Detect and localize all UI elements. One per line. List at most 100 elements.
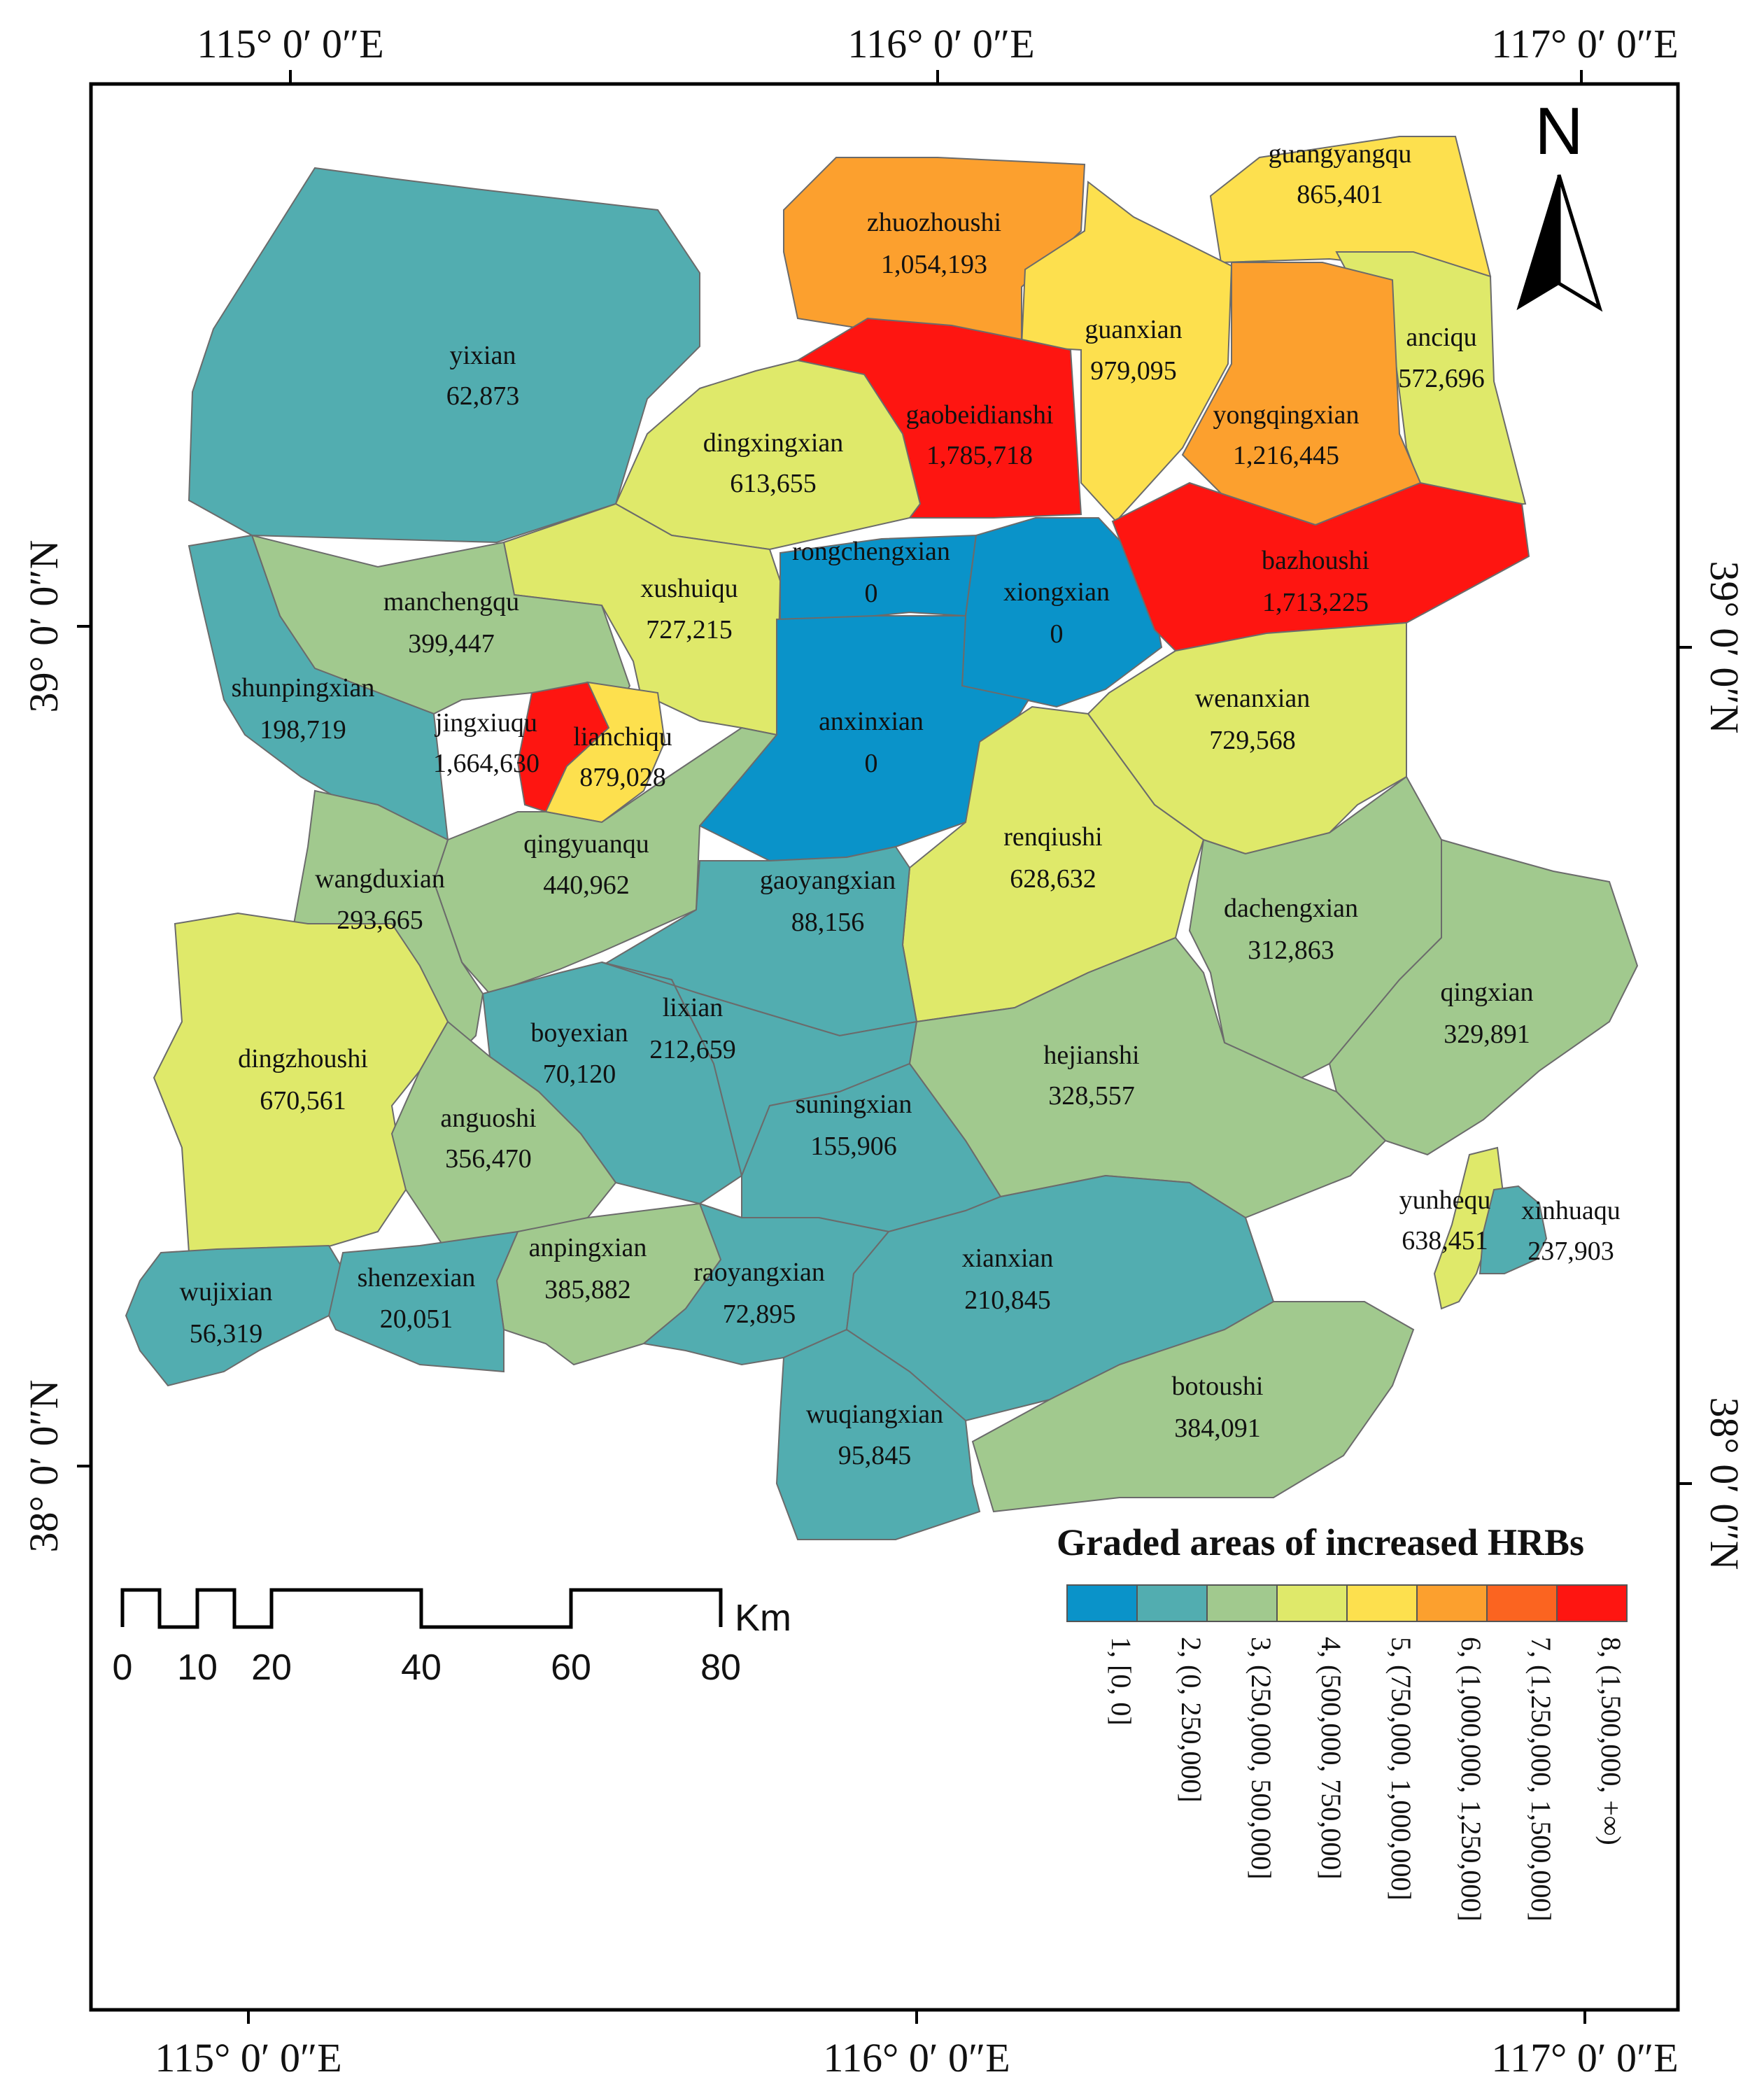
label-value-yixian: 62,873 — [446, 381, 520, 411]
legend-swatch-6 — [1416, 1584, 1488, 1622]
scale-tick-40: 40 — [401, 1647, 442, 1688]
label-name-manchengqu: manchengqu — [383, 587, 519, 617]
legend-label-6: 6, (1,000,000, 1,250,000] — [1455, 1637, 1487, 1922]
label-value-rongchengxian: 0 — [865, 579, 878, 608]
label-name-zhuozhoushi: zhuozhoushi — [867, 208, 1001, 237]
label-value-qingxian: 329,891 — [1444, 1020, 1530, 1049]
county-polygons — [125, 136, 1639, 1540]
label-name-yongqingxian: yongqingxian — [1213, 400, 1360, 430]
region-dingxingxian[interactable] — [614, 359, 922, 551]
coord-left-1: 39° 0′ 0″N — [21, 540, 66, 713]
label-value-botoushi: 384,091 — [1174, 1414, 1261, 1443]
label-value-yunhequ: 638,451 — [1402, 1226, 1488, 1255]
scale-tick-10: 10 — [177, 1647, 218, 1688]
label-value-gaobeidianshi: 1,785,718 — [926, 441, 1033, 470]
label-value-anpingxian: 385,882 — [544, 1275, 631, 1304]
legend-swatch-3 — [1206, 1584, 1278, 1622]
label-value-zhuozhoushi: 1,054,193 — [881, 250, 987, 279]
label-value-lixian: 212,659 — [649, 1035, 736, 1064]
region-guanxian[interactable] — [1020, 181, 1233, 523]
coord-top-2: 116° 0′ 0″E — [847, 21, 1034, 66]
legend-swatch-1 — [1066, 1584, 1138, 1622]
legend-labels: 1, [0, 0] 2, (0, 250,000] 3, (250,000, 500… — [1106, 1637, 1627, 1922]
label-value-guangyangqu: 865,401 — [1297, 180, 1383, 209]
county-labels: yixian 62,873 zhuozhoushi 1,054,193 guan… — [180, 139, 1621, 1470]
label-name-dachengxian: dachengxian — [1224, 894, 1358, 923]
region-qingyuanqu[interactable] — [432, 726, 778, 995]
legend-label-1: 1, [0, 0] — [1106, 1637, 1137, 1726]
region-qingxian[interactable] — [1328, 838, 1639, 1156]
coord-bottom-3: 117° 0′ 0″E — [1491, 2035, 1678, 2081]
label-name-xianxian: xianxian — [962, 1244, 1054, 1273]
legend-swatch-7 — [1486, 1584, 1558, 1622]
coord-right-2: 38° 0′ 0″N — [1702, 1397, 1747, 1570]
label-name-renqiushi: renqiushi — [1003, 822, 1102, 852]
label-value-dachengxian: 312,863 — [1248, 936, 1334, 965]
region-wuqiangxian[interactable] — [775, 1328, 981, 1540]
legend-label-4: 4, (500,000, 750,000] — [1315, 1637, 1347, 1880]
legend-label-5: 5, (750,000, 1,000,000] — [1385, 1637, 1417, 1901]
label-name-raoyangxian: raoyangxian — [693, 1258, 825, 1287]
label-name-botoushi: botoushi — [1172, 1372, 1264, 1401]
legend-swatch-4 — [1276, 1584, 1348, 1622]
label-name-bazhoushi: bazhoushi — [1262, 546, 1369, 575]
label-name-wangduxian: wangduxian — [315, 864, 445, 894]
coordinate-labels: 115° 0′ 0″E 116° 0′ 0″E 117° 0′ 0″E 115°… — [21, 21, 1747, 2081]
label-value-shunpingxian: 198,719 — [260, 715, 346, 745]
region-shenzexian[interactable] — [327, 1230, 519, 1373]
label-name-anxinxian: anxinxian — [819, 707, 924, 736]
region-yunhequ[interactable] — [1433, 1146, 1506, 1310]
label-value-yongqingxian: 1,216,445 — [1233, 441, 1339, 470]
legend-label-8: 8, (1,500,000, +∞) — [1595, 1637, 1627, 1845]
north-arrow-right-half — [1557, 174, 1603, 312]
legend-label-3: 3, (250,000, 500,000] — [1246, 1637, 1277, 1880]
label-name-hejianshi: hejianshi — [1043, 1041, 1139, 1070]
label-name-lianchiqu: lianchiqu — [573, 722, 672, 752]
label-name-xiongxian: xiongxian — [1003, 577, 1110, 607]
label-value-lianchiqu: 879,028 — [579, 763, 666, 792]
label-name-anguoshi: anguoshi — [440, 1104, 536, 1133]
graticule-ticks — [77, 70, 1692, 2024]
label-name-suningxian: suningxian — [796, 1090, 912, 1119]
label-value-xushuiqu: 727,215 — [646, 615, 733, 645]
label-name-wujixian: wujixian — [180, 1277, 273, 1307]
label-name-qingxian: qingxian — [1441, 978, 1534, 1007]
label-value-renqiushi: 628,632 — [1010, 864, 1096, 894]
label-value-wujixian: 56,319 — [190, 1319, 263, 1349]
coord-right-1: 39° 0′ 0″N — [1702, 561, 1747, 734]
label-name-gaoyangxian: gaoyangxian — [760, 866, 896, 895]
scale-tick-60: 60 — [551, 1647, 591, 1688]
label-name-anciqu: anciqu — [1406, 323, 1476, 352]
label-name-gaobeidianshi: gaobeidianshi — [905, 400, 1053, 430]
label-value-xinhuaqu: 237,903 — [1527, 1237, 1614, 1266]
label-value-xianxian: 210,845 — [964, 1286, 1051, 1315]
label-name-xushuiqu: xushuiqu — [640, 574, 738, 603]
region-botoushi[interactable] — [971, 1301, 1415, 1513]
label-name-wuqiangxian: wuqiangxian — [806, 1400, 943, 1429]
label-value-jingxiuqu: 1,664,630 — [433, 749, 539, 778]
label-name-lixian: lixian — [663, 993, 724, 1022]
label-name-yunhequ: yunhequ — [1399, 1185, 1491, 1215]
scale-tick-20: 20 — [251, 1647, 292, 1688]
label-name-dingxingxian: dingxingxian — [703, 428, 844, 458]
label-value-anguoshi: 356,470 — [445, 1144, 532, 1174]
label-value-gaoyangxian: 88,156 — [791, 908, 865, 937]
label-name-wenanxian: wenanxian — [1195, 684, 1311, 713]
region-xinhuaqu[interactable] — [1479, 1185, 1548, 1274]
label-name-shunpingxian: shunpingxian — [232, 673, 375, 703]
legend-swatches — [1066, 1584, 1628, 1622]
label-value-bazhoushi: 1,713,225 — [1262, 588, 1369, 617]
label-value-boyexian: 70,120 — [543, 1059, 616, 1089]
region-wujixian[interactable] — [125, 1244, 351, 1387]
region-yixian[interactable] — [188, 167, 700, 544]
label-name-rongchengxian: rongchengxian — [792, 537, 950, 566]
scale-bar-line — [120, 1588, 723, 1629]
legend-swatch-5 — [1346, 1584, 1418, 1622]
label-name-yixian: yixian — [450, 341, 516, 370]
north-arrow: N — [1516, 94, 1603, 312]
scale-tick-0: 0 — [113, 1647, 133, 1688]
label-value-manchengqu: 399,447 — [408, 629, 495, 659]
label-name-qingyuanqu: qingyuanqu — [523, 829, 649, 859]
label-value-hejianshi: 328,557 — [1048, 1081, 1135, 1111]
region-bazhoushi[interactable] — [1111, 481, 1530, 652]
